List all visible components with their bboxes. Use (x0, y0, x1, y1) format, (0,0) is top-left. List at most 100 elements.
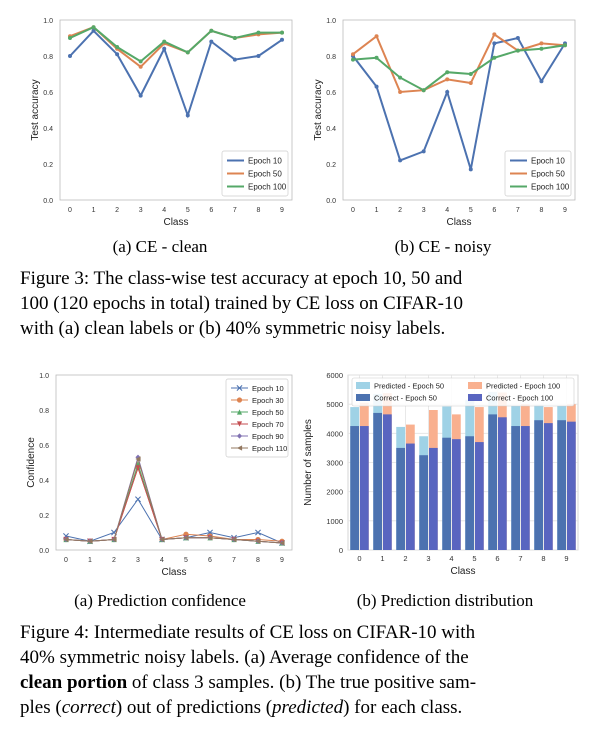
legend-swatch (356, 394, 370, 401)
y-tick-label: 2000 (326, 488, 343, 497)
series-line-3 (69, 26, 282, 63)
data-point (115, 52, 120, 57)
series-line-6 (65, 457, 283, 544)
bar-correct-epoch100 (475, 442, 484, 550)
data-point (255, 529, 261, 536)
data-point (138, 93, 143, 98)
y-tick-label: 0.2 (39, 513, 49, 520)
legend-swatch (356, 382, 370, 389)
bar-correct-epoch100 (360, 426, 369, 550)
legend-swatch (468, 394, 482, 401)
data-point (138, 64, 143, 69)
y-tick-label: 0.4 (43, 126, 53, 133)
x-tick-label: 3 (136, 557, 140, 564)
data-point (351, 52, 355, 57)
y-tick-label: 4000 (326, 429, 343, 438)
y-tick-label: 6000 (326, 371, 343, 380)
caption-text: of class 3 samples. (b) The true positiv… (127, 672, 477, 693)
x-tick-label: 0 (351, 207, 355, 214)
data-point (68, 36, 72, 40)
data-point (492, 55, 497, 60)
x-tick-label: 9 (563, 207, 567, 214)
x-tick-label: 9 (280, 207, 284, 214)
data-point (162, 46, 167, 51)
fig4-caption-line: 40% symmetric noisy labels. (a) Average … (20, 647, 469, 668)
bar-correct-epoch50 (396, 447, 405, 550)
x-tick-label: 5 (469, 207, 473, 214)
series-line-1 (69, 29, 283, 119)
bar-correct-epoch50 (534, 420, 543, 550)
x-tick-label: 3 (422, 207, 426, 214)
bar-correct-epoch50 (419, 455, 428, 550)
legend-label: Correct - Epoch 50 (374, 394, 437, 403)
fig4-caption-line: Figure 4: Intermediate results of CE los… (20, 622, 476, 643)
x-tick-label: 7 (232, 557, 236, 564)
legend-marker (236, 409, 243, 415)
bar-correct-epoch100 (498, 417, 507, 550)
y-tick-label: 0.6 (326, 90, 336, 97)
y-tick-label: 0.8 (326, 54, 336, 61)
y-tick-label: 1.0 (39, 373, 49, 380)
legend-label: Epoch 100 (248, 182, 287, 191)
legend-label: Epoch 10 (248, 156, 282, 165)
y-tick-label: 1.0 (43, 18, 53, 25)
x-axis-label: Class (450, 566, 475, 577)
data-point (135, 456, 141, 462)
x-tick-label: 6 (208, 557, 212, 564)
data-point (374, 34, 379, 39)
x-tick-label: 7 (233, 207, 237, 214)
x-tick-label: 0 (64, 557, 68, 564)
series-line-1 (352, 36, 566, 170)
x-tick-label: 3 (139, 207, 143, 214)
legend-label: Epoch 50 (248, 169, 282, 178)
x-tick-label: 4 (445, 207, 449, 214)
caption-italic-term: predicted (272, 697, 344, 718)
bar-correct-epoch50 (465, 436, 474, 550)
y-tick-label: 0.4 (39, 478, 49, 485)
bar-correct-epoch100 (521, 426, 530, 550)
legend-swatch (468, 382, 482, 389)
fig4-caption-line: ples (correct) out of predictions (predi… (20, 695, 595, 720)
bar-correct-epoch100 (544, 423, 553, 550)
data-point (68, 54, 72, 58)
x-axis-label: Class (163, 217, 188, 228)
y-tick-label: 1.0 (326, 18, 336, 25)
caption-bold-term: clean portion (20, 672, 128, 693)
x-tick-label: 6 (209, 207, 213, 214)
legend-label: Predicted - Epoch 50 (374, 382, 444, 391)
legend-marker (236, 385, 243, 391)
legend-marker (236, 445, 243, 451)
fig3-panel-b-caption: (b) CE - noisy (394, 237, 492, 256)
data-point (374, 84, 379, 89)
legend-label: Epoch 30 (252, 396, 284, 405)
data-point (183, 535, 189, 541)
x-tick-label: 1 (380, 554, 384, 563)
data-point (207, 535, 213, 541)
y-axis-label: Number of samples (303, 419, 314, 506)
bar-correct-epoch100 (406, 443, 415, 550)
bar-correct-epoch50 (373, 412, 382, 550)
fig3-chart-a: 0.0 0.2 0.4 0.6 0.8 1.0 0 1 2 3 4 5 6 7 8 9 Class Test ac… (30, 18, 293, 228)
data-point (256, 54, 261, 58)
data-point (539, 46, 544, 51)
legend-box (351, 377, 575, 407)
x-tick-label: 1 (92, 207, 96, 214)
data-point (421, 149, 426, 154)
x-tick-label: 7 (518, 554, 522, 563)
legend-marker (236, 397, 243, 403)
data-point (374, 55, 379, 60)
y-axis-label: Test accuracy (313, 79, 324, 140)
fig4-caption-line: clean portion of class 3 samples. (b) Th… (20, 670, 595, 695)
fig4-chart-a: 0.0 0.2 0.4 0.6 0.8 1.0 0 1 2 3 4 5 6 7 8 9 Class Confide… (26, 373, 293, 578)
data-point (63, 536, 69, 543)
x-tick-label: 8 (539, 207, 543, 214)
x-tick-label: 8 (541, 554, 545, 563)
y-axis-label: Confidence (26, 437, 37, 488)
legend-marker (236, 421, 243, 427)
x-axis-label: Class (161, 567, 186, 578)
y-tick-label: 0.0 (326, 198, 336, 205)
bar-correct-epoch100 (429, 447, 438, 550)
data-point (185, 50, 190, 55)
x-tick-label: 4 (449, 554, 453, 563)
fig4-panel-b-caption: (b) Prediction distribution (356, 591, 534, 610)
